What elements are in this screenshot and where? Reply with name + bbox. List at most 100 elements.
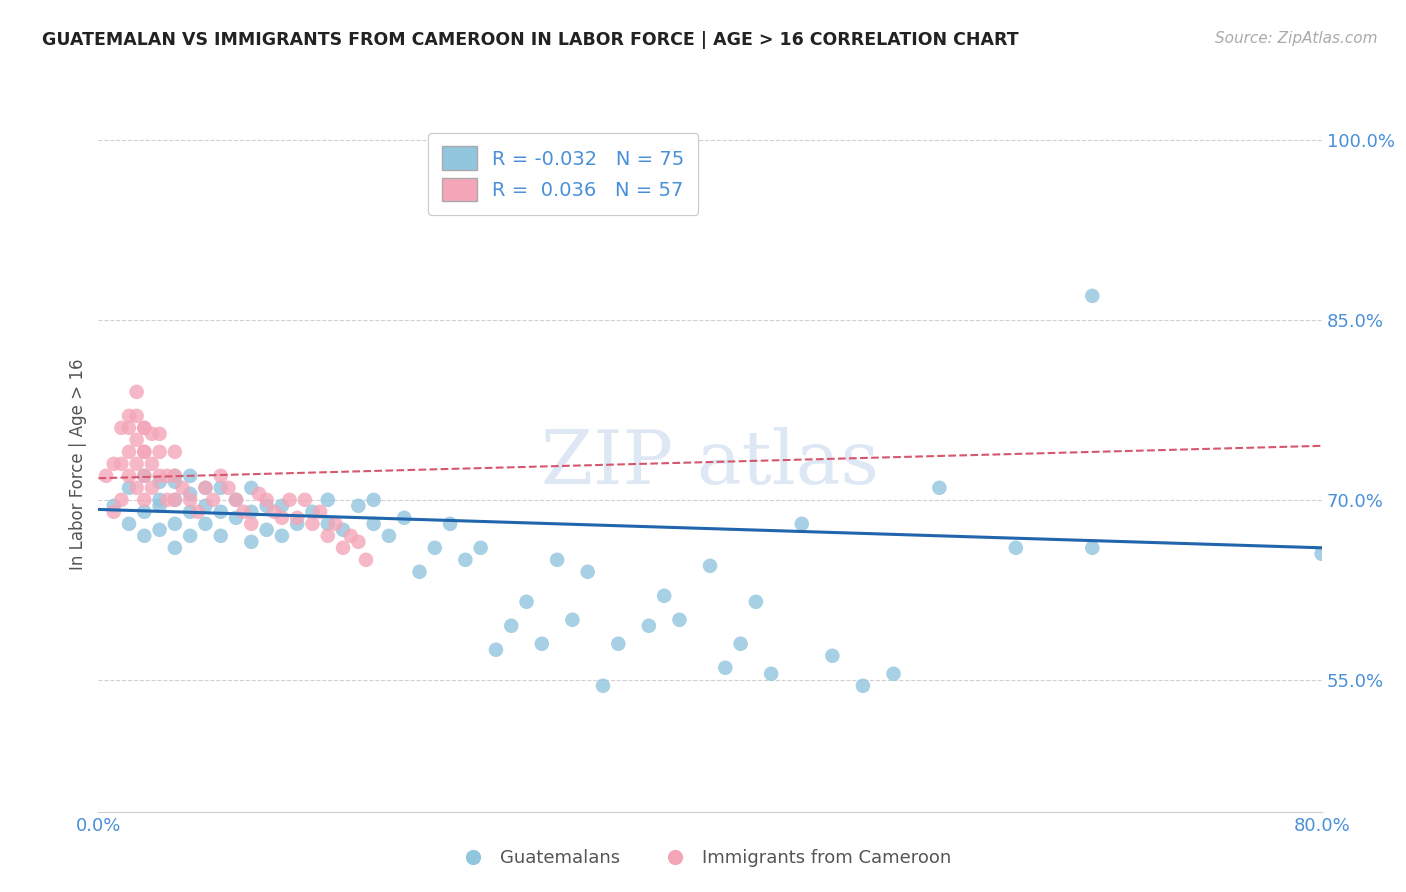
Point bbox=[339, 529, 361, 543]
Point bbox=[270, 499, 292, 513]
Point bbox=[134, 421, 156, 435]
Point bbox=[209, 481, 232, 495]
Legend: R = -0.032   N = 75, R =  0.036   N = 57: R = -0.032 N = 75, R = 0.036 N = 57 bbox=[429, 133, 699, 215]
Point bbox=[149, 468, 172, 483]
Point bbox=[103, 505, 125, 519]
Point bbox=[637, 619, 661, 633]
Point bbox=[163, 492, 186, 507]
Point bbox=[179, 487, 201, 501]
Point bbox=[149, 475, 172, 489]
Point bbox=[347, 499, 370, 513]
Point bbox=[561, 613, 583, 627]
Point bbox=[194, 481, 217, 495]
Point bbox=[118, 421, 141, 435]
Point bbox=[285, 516, 308, 531]
Point bbox=[392, 511, 416, 525]
Point bbox=[301, 516, 323, 531]
Point bbox=[263, 505, 285, 519]
Point bbox=[134, 468, 156, 483]
Point bbox=[217, 481, 239, 495]
Point bbox=[240, 534, 263, 549]
Point bbox=[134, 421, 156, 435]
Point bbox=[759, 666, 782, 681]
Point bbox=[232, 505, 254, 519]
Point bbox=[316, 529, 339, 543]
Point bbox=[94, 468, 117, 483]
Point bbox=[423, 541, 446, 555]
Point bbox=[134, 492, 156, 507]
Point bbox=[354, 553, 377, 567]
Point bbox=[156, 468, 179, 483]
Point bbox=[134, 529, 156, 543]
Point bbox=[118, 409, 141, 423]
Point bbox=[118, 445, 141, 459]
Point bbox=[301, 505, 323, 519]
Point bbox=[240, 516, 263, 531]
Point bbox=[501, 619, 523, 633]
Point bbox=[1081, 289, 1104, 303]
Point bbox=[163, 541, 186, 555]
Point bbox=[163, 492, 186, 507]
Point bbox=[156, 492, 179, 507]
Point bbox=[118, 516, 141, 531]
Point bbox=[790, 516, 813, 531]
Point bbox=[530, 637, 553, 651]
Y-axis label: In Labor Force | Age > 16: In Labor Force | Age > 16 bbox=[69, 358, 87, 570]
Point bbox=[652, 589, 675, 603]
Point bbox=[485, 642, 508, 657]
Point bbox=[110, 457, 132, 471]
Point bbox=[103, 499, 125, 513]
Point bbox=[141, 457, 163, 471]
Point bbox=[163, 516, 186, 531]
Point bbox=[928, 481, 950, 495]
Point bbox=[149, 523, 172, 537]
Point bbox=[408, 565, 430, 579]
Point bbox=[141, 481, 163, 495]
Point bbox=[325, 516, 347, 531]
Point bbox=[149, 445, 172, 459]
Point bbox=[607, 637, 630, 651]
Point bbox=[714, 661, 737, 675]
Text: Source: ZipAtlas.com: Source: ZipAtlas.com bbox=[1215, 31, 1378, 46]
Point bbox=[1004, 541, 1026, 555]
Point bbox=[332, 541, 354, 555]
Point bbox=[454, 553, 477, 567]
Point bbox=[668, 613, 690, 627]
Point bbox=[179, 505, 201, 519]
Point bbox=[225, 492, 247, 507]
Point bbox=[118, 481, 141, 495]
Point bbox=[294, 492, 316, 507]
Point bbox=[149, 492, 172, 507]
Point bbox=[134, 445, 156, 459]
Point bbox=[134, 468, 156, 483]
Point bbox=[316, 516, 339, 531]
Point bbox=[225, 492, 247, 507]
Point bbox=[363, 492, 385, 507]
Point bbox=[363, 516, 385, 531]
Point bbox=[202, 492, 225, 507]
Point bbox=[134, 505, 156, 519]
Point bbox=[125, 481, 148, 495]
Point bbox=[256, 499, 278, 513]
Point bbox=[516, 595, 538, 609]
Point bbox=[883, 666, 905, 681]
Point bbox=[163, 475, 186, 489]
Point bbox=[172, 481, 194, 495]
Point bbox=[730, 637, 752, 651]
Point bbox=[179, 492, 201, 507]
Point bbox=[194, 481, 217, 495]
Point bbox=[1310, 547, 1333, 561]
Point bbox=[576, 565, 599, 579]
Text: GUATEMALAN VS IMMIGRANTS FROM CAMEROON IN LABOR FORCE | AGE > 16 CORRELATION CHA: GUATEMALAN VS IMMIGRANTS FROM CAMEROON I… bbox=[42, 31, 1019, 49]
Point bbox=[270, 529, 292, 543]
Point bbox=[209, 505, 232, 519]
Point bbox=[125, 384, 148, 399]
Point bbox=[179, 529, 201, 543]
Point bbox=[110, 492, 132, 507]
Point bbox=[103, 457, 125, 471]
Point bbox=[134, 445, 156, 459]
Point bbox=[194, 516, 217, 531]
Point bbox=[470, 541, 492, 555]
Point bbox=[149, 499, 172, 513]
Point bbox=[125, 409, 148, 423]
